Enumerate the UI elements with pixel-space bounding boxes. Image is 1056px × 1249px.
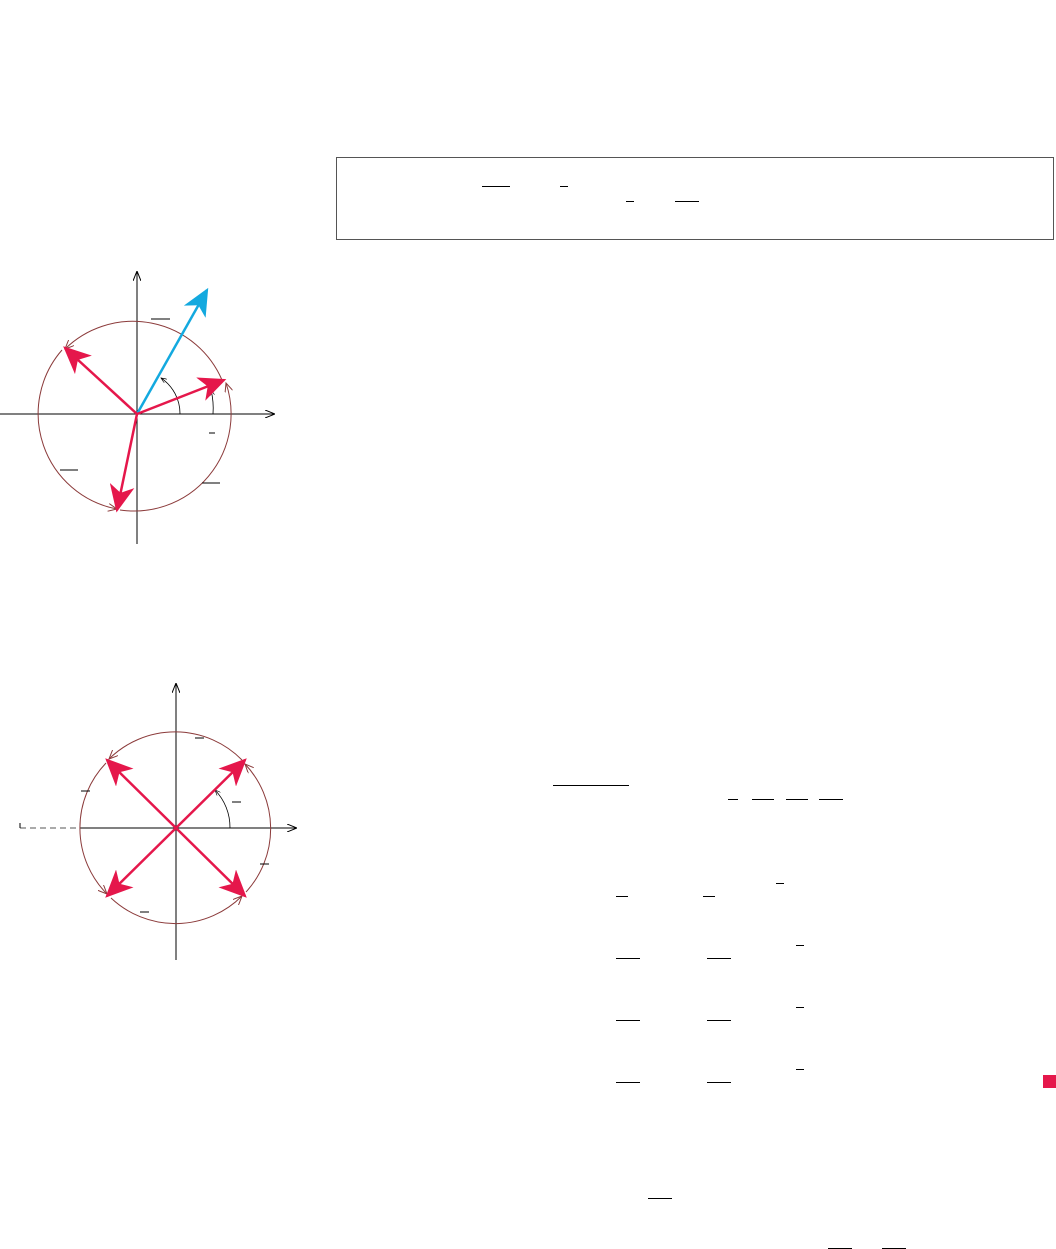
fraction-bar (703, 896, 715, 897)
fraction-bar (707, 1020, 731, 1021)
fraction-bar (616, 896, 628, 897)
angle-mark-blue (161, 378, 181, 415)
fraction-bar (728, 799, 738, 800)
fraction-bar (707, 958, 731, 959)
fraction-bar (616, 1020, 640, 1021)
vector-red-2 (63, 346, 138, 415)
fraction-bar (675, 201, 699, 202)
vector-red-q1 (175, 758, 247, 829)
vector-red-q2 (105, 758, 177, 829)
arc-q4-q1 (245, 764, 272, 893)
arc-left (37, 349, 117, 509)
fraction-bar (482, 186, 510, 187)
angle-mark-red (211, 390, 213, 415)
arc-q3-q4 (110, 896, 242, 925)
arc-lower (119, 383, 231, 512)
fraction-bar (560, 186, 568, 187)
fraction-bar (616, 1082, 640, 1083)
vector-red-3 (109, 413, 139, 513)
fraction-bar (648, 1198, 672, 1199)
fraction-bar (752, 799, 774, 800)
vector-red-1 (136, 377, 227, 416)
fraction-bar (626, 201, 634, 202)
fraction-bar (616, 958, 640, 959)
formula-box (336, 157, 1054, 240)
fraction-bar (553, 785, 629, 786)
fraction-bar (776, 883, 784, 884)
vector-red-q4 (175, 827, 247, 898)
arc-q1-q2 (109, 731, 243, 761)
angle-mark (215, 790, 231, 829)
top-roots-diagram (0, 262, 300, 544)
fraction-bar (796, 945, 804, 946)
fraction-bar (819, 799, 843, 800)
fraction-bar (796, 1007, 804, 1008)
fraction-bar (707, 1082, 731, 1083)
fraction-bar (796, 1069, 804, 1070)
arc-upper (65, 320, 223, 381)
end-of-proof-square-icon (1043, 1075, 1056, 1088)
fraction-bar (786, 799, 808, 800)
bottom-roots-diagram (19, 680, 310, 960)
arc-q2-q3 (79, 762, 107, 894)
vector-blue (135, 287, 209, 415)
vector-red-q3 (105, 827, 177, 898)
